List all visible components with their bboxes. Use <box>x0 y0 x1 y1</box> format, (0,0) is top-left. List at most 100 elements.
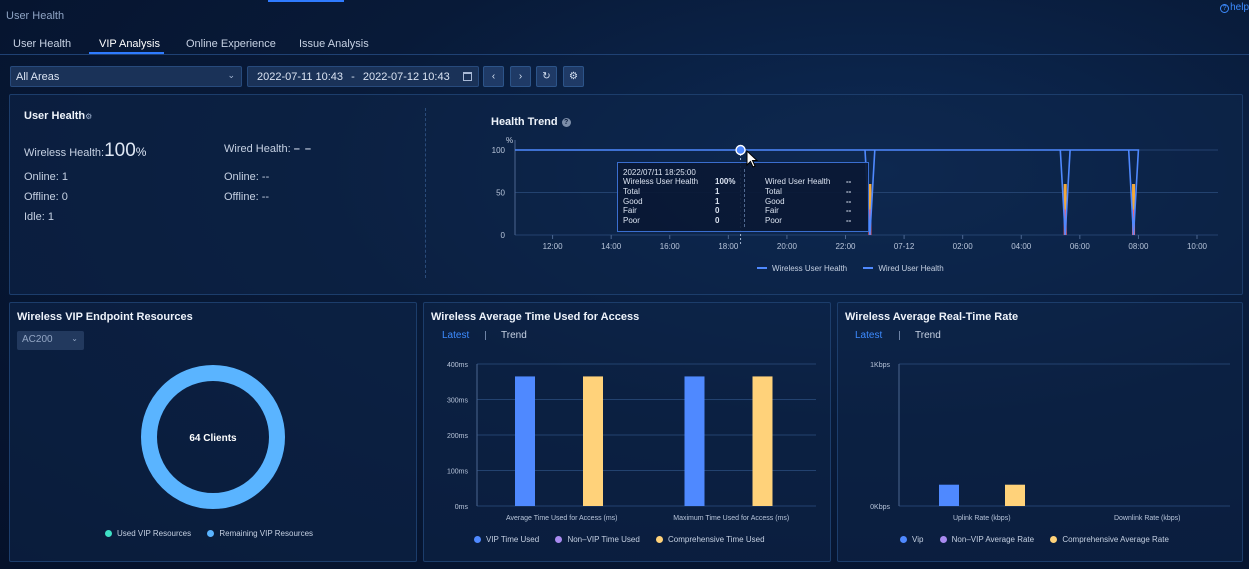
prev-button[interactable]: ‹ <box>483 66 504 87</box>
gear-icon[interactable]: ⚙ <box>85 112 93 121</box>
tooltip-row-value: 100% <box>715 177 736 186</box>
help-link[interactable]: ? help <box>1220 2 1249 13</box>
tooltip-row-value: 0 <box>715 206 720 216</box>
x-tick-label: 06:00 <box>1070 242 1091 250</box>
tooltip-row-value: -- <box>846 177 852 186</box>
y-tick-label: 100 <box>492 146 506 155</box>
user-health-title-text: User Health <box>24 110 86 122</box>
refresh-button[interactable]: ↻ <box>536 66 557 87</box>
date-separator: - <box>351 71 355 83</box>
tooltip-row-value: -- <box>846 206 852 216</box>
donut-slice <box>141 365 285 509</box>
area-select-value: All Areas <box>16 71 60 83</box>
x-tick-label: 16:00 <box>660 242 681 250</box>
realtime-rate-panel <box>837 302 1243 562</box>
legend-dot <box>474 536 481 543</box>
legend-line-icon <box>757 267 767 269</box>
tab-vip-analysis[interactable]: VIP Analysis <box>99 38 160 50</box>
x-category-label: Downlink Rate (kbps) <box>1114 515 1181 522</box>
tab-issue-analysis[interactable]: Issue Analysis <box>299 38 369 50</box>
settings-button[interactable]: ⚙ <box>563 66 584 87</box>
y-tick-label: 1Kbps <box>870 362 890 369</box>
wireless-idle: Idle: 1 <box>24 211 54 223</box>
x-tick-label: 22:00 <box>835 242 856 250</box>
next-button[interactable]: › <box>510 66 531 87</box>
legend-comprehensive-time[interactable]: Comprehensive Time Used <box>656 535 765 544</box>
gear-icon: ⚙ <box>569 71 578 82</box>
bar <box>939 484 959 506</box>
main-tabs: User Health VIP Analysis Online Experien… <box>0 32 1249 55</box>
access-tab-latest[interactable]: Latest <box>442 330 470 341</box>
tooltip-row-label: Total <box>623 186 640 196</box>
wireless-health-label: Wireless Health: <box>24 147 105 159</box>
x-tick-label: 04:00 <box>1011 242 1032 250</box>
health-trend-title-text: Health Trend <box>491 116 558 128</box>
tooltip-row-value: 1 <box>715 196 720 206</box>
tab-online-experience[interactable]: Online Experience <box>186 38 276 50</box>
legend-vip-time[interactable]: VIP Time Used <box>474 535 539 544</box>
legend-vip-rate-label: Vip <box>912 535 924 544</box>
wired-online: Online: -- <box>224 171 270 183</box>
subtab-separator <box>485 331 486 340</box>
legend-vip-rate[interactable]: Vip <box>900 535 923 544</box>
y-tick-label: 300ms <box>447 398 469 405</box>
panel-divider <box>425 108 426 278</box>
wireless-offline: Offline: 0 <box>24 191 68 203</box>
y-axis-unit: % <box>506 136 513 145</box>
device-select[interactable]: AC200 ⌄ <box>17 331 84 350</box>
x-tick-label: 07-12 <box>894 242 915 250</box>
date-range-picker[interactable]: 2022-07-11 10:43 - 2022-07-12 10:43 <box>247 66 479 87</box>
rate-tab-trend[interactable]: Trend <box>915 330 941 341</box>
tooltip-row-label: Poor <box>623 216 640 226</box>
tooltip-row-label: Fair <box>765 206 779 216</box>
y-tick-label: 50 <box>496 189 505 198</box>
access-time-title: Wireless Average Time Used for Access <box>431 311 640 323</box>
legend-wired[interactable]: Wired User Health <box>863 264 944 273</box>
vip-resources-title: Wireless VIP Endpoint Resources <box>17 311 193 323</box>
access-tab-trend[interactable]: Trend <box>501 330 527 341</box>
help-label: help <box>1230 2 1249 13</box>
trend-tooltip: 2022/07/11 18:25:00 Wireless User Health… <box>617 162 869 232</box>
tab-user-health[interactable]: User Health <box>13 38 72 50</box>
legend-dot <box>1050 536 1058 543</box>
tooltip-row-label: Wired User Health <box>765 177 831 186</box>
access-time-chart: 0ms 100ms 200ms 300ms 400ms Average Time Used… <box>447 362 816 522</box>
legend-nonvip-rate-label: Non–VIP Average Rate <box>951 535 1035 544</box>
legend-dot <box>105 530 112 537</box>
legend-dashed-line-icon <box>863 267 874 269</box>
realtime-rate-legend: Vip Non–VIP Average Rate Comprehensive A… <box>900 535 1183 544</box>
wireless-online: Online: 1 <box>24 171 69 183</box>
legend-nonvip-rate[interactable]: Non–VIP Average Rate <box>939 535 1035 544</box>
rate-tab-latest[interactable]: Latest <box>855 330 883 341</box>
help-icon[interactable]: ? <box>561 118 571 127</box>
y-tick-label: 0 <box>501 231 506 240</box>
vip-resources-legend: Used VIP Resources Remaining VIP Resourc… <box>105 529 327 538</box>
legend-comprehensive-rate-label: Comprehensive Average Rate <box>1062 535 1169 544</box>
legend-remaining[interactable]: Remaining VIP Resources <box>207 529 313 538</box>
area-select[interactable]: All Areas ⌄ <box>10 66 242 87</box>
legend-comprehensive-rate[interactable]: Comprehensive Average Rate <box>1050 535 1169 544</box>
date-to: 2022-07-12 10:43 <box>362 71 450 83</box>
bar <box>1005 484 1025 506</box>
y-tick-label: 0ms <box>455 504 469 511</box>
mouse-cursor-icon <box>746 150 759 168</box>
legend-dot <box>555 536 563 543</box>
legend-wireless[interactable]: Wireless User Health <box>757 264 847 273</box>
legend-dot <box>900 536 907 543</box>
chevron-down-icon: ⌄ <box>71 334 78 343</box>
top-accent-bar <box>268 0 344 2</box>
bar <box>752 376 773 506</box>
y-tick-label: 0Kbps <box>870 504 890 511</box>
device-select-value: AC200 <box>22 334 53 345</box>
legend-used[interactable]: Used VIP Resources <box>105 529 191 538</box>
tooltip-row-value: -- <box>846 216 852 226</box>
legend-remaining-label: Remaining VIP Resources <box>219 529 314 538</box>
legend-nonvip-time[interactable]: Non–VIP Time Used <box>555 535 640 544</box>
bar <box>515 376 535 506</box>
calendar-icon <box>463 72 472 81</box>
legend-dot <box>207 530 215 537</box>
donut-center-label: 64 Clients <box>189 433 237 444</box>
y-tick-label: 100ms <box>447 469 469 476</box>
subtab-separator <box>899 331 900 340</box>
legend-dot <box>939 536 947 543</box>
